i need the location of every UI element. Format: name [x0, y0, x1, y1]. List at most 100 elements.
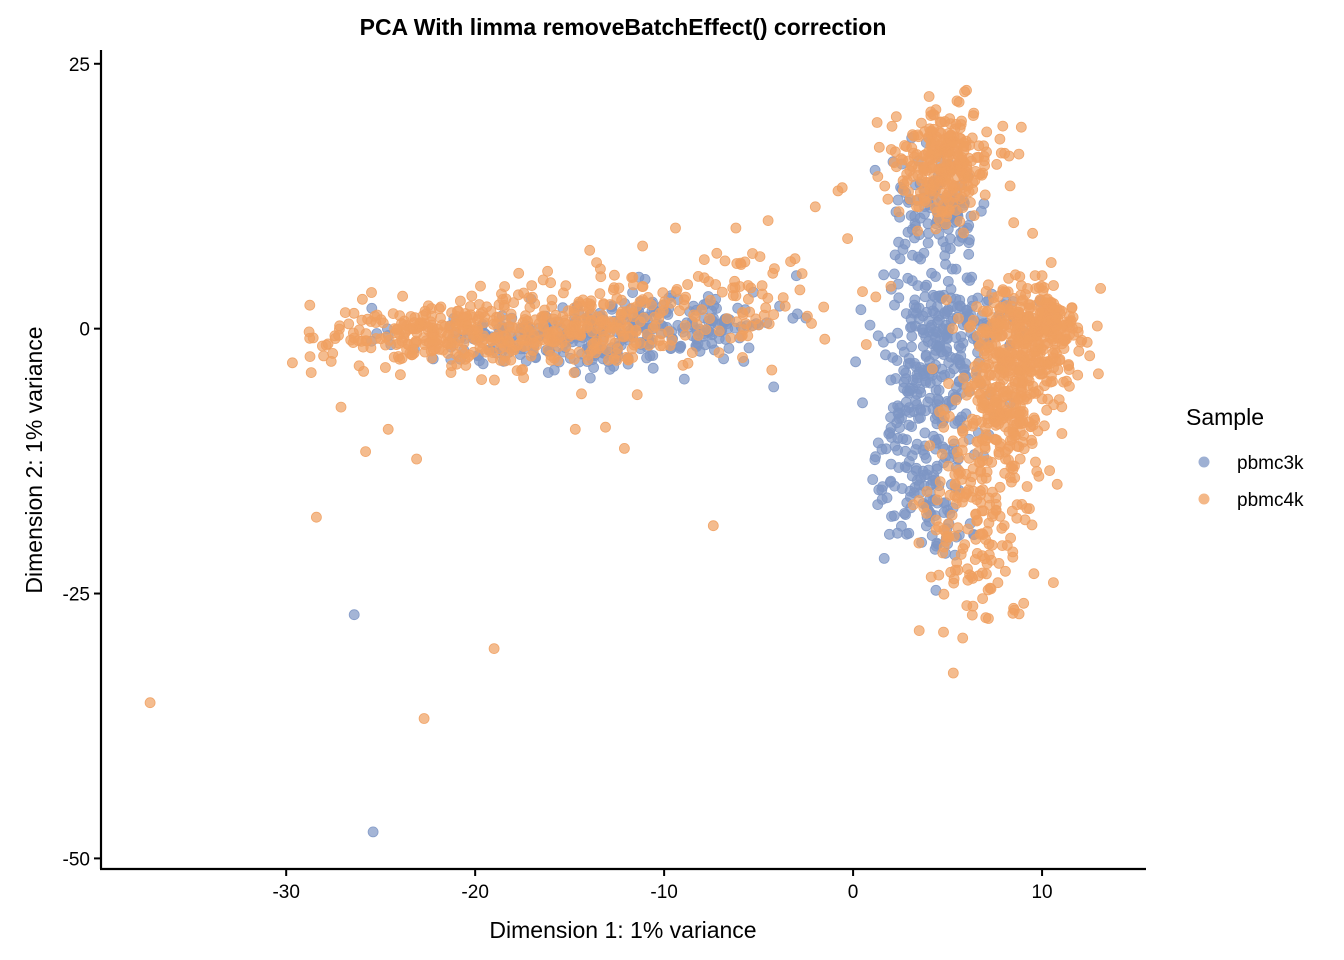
point-pbmc4k [918, 501, 930, 513]
point-pbmc4k [576, 388, 587, 400]
point-pbmc4k [930, 524, 942, 536]
point-pbmc3k [941, 346, 953, 358]
point-pbmc4k [885, 280, 897, 292]
point-pbmc4k [335, 401, 347, 413]
point-pbmc4k [619, 442, 630, 454]
point-pbmc4k [949, 172, 961, 184]
point-pbmc4k [1014, 320, 1025, 332]
point-pbmc4k [819, 333, 831, 345]
point-pbmc4k [334, 320, 346, 332]
point-pbmc4k [890, 111, 902, 123]
point-pbmc3k [855, 304, 867, 316]
point-pbmc4k [1037, 368, 1048, 379]
point-pbmc4k [921, 486, 933, 497]
point-pbmc4k [756, 288, 768, 300]
point-pbmc4k [947, 667, 959, 679]
point-pbmc4k [1011, 499, 1023, 511]
point-pbmc4k [1005, 532, 1016, 544]
point-pbmc4k [1061, 375, 1072, 387]
point-pbmc4k [995, 319, 1007, 331]
point-pbmc3k [899, 508, 910, 519]
point-pbmc4k [990, 492, 1002, 504]
point-pbmc4k [584, 244, 596, 256]
point-pbmc4k [779, 300, 791, 312]
point-pbmc4k [975, 485, 986, 497]
point-pbmc4k [649, 311, 660, 323]
point-pbmc4k [1004, 408, 1016, 420]
point-pbmc4k [595, 263, 606, 275]
point-pbmc4k [1034, 357, 1046, 369]
y-axis-title: Dimension 2: 1% variance [21, 326, 47, 593]
point-pbmc4k [743, 293, 754, 305]
point-pbmc4k [1018, 597, 1030, 609]
point-pbmc4k [552, 332, 564, 344]
point-pbmc4k [1015, 121, 1027, 133]
point-pbmc3k [787, 312, 799, 324]
point-pbmc4k [997, 347, 1009, 359]
x-tick-label: 10 [1031, 882, 1052, 903]
point-pbmc3k [644, 350, 656, 362]
point-pbmc3k [909, 210, 921, 222]
point-pbmc4k [546, 294, 558, 306]
point-pbmc3k [889, 268, 900, 280]
point-pbmc4k [1073, 345, 1085, 357]
point-pbmc4k [682, 279, 693, 290]
point-pbmc4k [360, 446, 372, 458]
point-pbmc4k [980, 422, 991, 434]
point-pbmc4k [369, 310, 381, 322]
point-pbmc4k [952, 492, 963, 504]
point-pbmc4k [762, 215, 774, 227]
point-pbmc3k [930, 271, 941, 282]
point-pbmc4k [966, 132, 978, 144]
point-pbmc4k [713, 325, 725, 337]
point-pbmc4k [497, 293, 509, 305]
point-pbmc4k [943, 378, 954, 389]
point-pbmc4k [735, 259, 747, 270]
point-pbmc4k [1072, 326, 1084, 338]
point-pbmc4k [1013, 365, 1024, 377]
point-pbmc4k [766, 364, 778, 376]
point-pbmc4k [716, 286, 728, 298]
y-tick-label: -50 [63, 849, 90, 870]
point-pbmc4k [1010, 398, 1021, 410]
point-pbmc4k [646, 299, 657, 311]
point-pbmc4k [380, 339, 391, 351]
point-pbmc4k [983, 538, 995, 550]
point-pbmc4k [1031, 465, 1043, 477]
point-pbmc3k [924, 377, 936, 389]
point-pbmc4k [419, 339, 431, 350]
point-pbmc4k [454, 295, 466, 307]
point-pbmc3k [864, 319, 876, 331]
y-axis-ticks: 25 0 -25 -50 [63, 55, 101, 870]
point-pbmc4k [967, 417, 979, 429]
point-pbmc4k [503, 336, 515, 348]
point-pbmc4k [951, 95, 963, 107]
point-pbmc3k [921, 520, 932, 532]
point-pbmc3k [961, 304, 973, 316]
point-pbmc3k [885, 374, 897, 386]
point-pbmc4k [1091, 320, 1103, 332]
point-pbmc4k [897, 175, 909, 187]
point-pbmc4k [1066, 302, 1078, 314]
point-pbmc4k [744, 306, 755, 318]
point-pbmc4k [348, 307, 360, 319]
point-pbmc4k [737, 352, 748, 363]
point-pbmc4k [377, 317, 389, 329]
point-pbmc4k [972, 446, 984, 458]
y-tick-label: 0 [79, 320, 90, 341]
point-pbmc4k [1007, 463, 1019, 475]
point-pbmc3k [911, 377, 922, 389]
point-pbmc4k [897, 154, 908, 166]
point-pbmc4k [978, 140, 989, 152]
point-pbmc4k [398, 328, 410, 340]
point-pbmc4k [1011, 337, 1023, 349]
point-pbmc4k [144, 697, 156, 709]
point-pbmc4k [993, 558, 1005, 569]
point-pbmc4k [390, 339, 402, 351]
point-pbmc4k [983, 517, 995, 529]
point-pbmc4k [995, 414, 1007, 426]
point-pbmc4k [698, 272, 710, 284]
point-pbmc4k [623, 322, 634, 334]
point-pbmc4k [961, 84, 972, 96]
point-pbmc4k [394, 369, 406, 381]
